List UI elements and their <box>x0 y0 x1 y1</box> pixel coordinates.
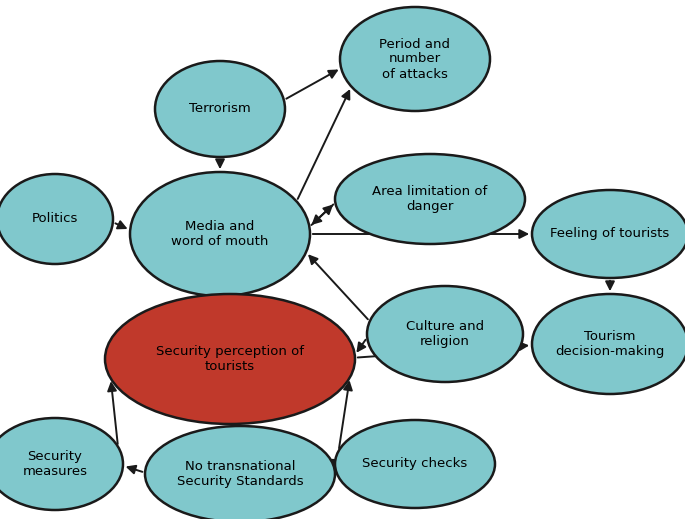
Ellipse shape <box>335 154 525 244</box>
Ellipse shape <box>340 7 490 111</box>
Ellipse shape <box>367 286 523 382</box>
Ellipse shape <box>532 190 685 278</box>
Text: Security checks: Security checks <box>362 458 468 471</box>
Ellipse shape <box>155 61 285 157</box>
Text: Security
measures: Security measures <box>23 450 88 478</box>
Text: Politics: Politics <box>32 212 78 225</box>
Text: Area limitation of
danger: Area limitation of danger <box>373 185 488 213</box>
Ellipse shape <box>0 174 113 264</box>
Ellipse shape <box>335 420 495 508</box>
Ellipse shape <box>105 294 355 424</box>
Text: Media and
word of mouth: Media and word of mouth <box>171 220 269 248</box>
Text: Feeling of tourists: Feeling of tourists <box>550 227 670 240</box>
Text: Terrorism: Terrorism <box>189 102 251 116</box>
Ellipse shape <box>0 418 123 510</box>
Text: No transnational
Security Standards: No transnational Security Standards <box>177 460 303 488</box>
Text: Culture and
religion: Culture and religion <box>406 320 484 348</box>
Ellipse shape <box>130 172 310 296</box>
Ellipse shape <box>145 426 335 519</box>
Text: Tourism
decision-making: Tourism decision-making <box>556 330 664 358</box>
Text: Security perception of
tourists: Security perception of tourists <box>156 345 304 373</box>
Ellipse shape <box>532 294 685 394</box>
Text: Period and
number
of attacks: Period and number of attacks <box>379 37 451 80</box>
